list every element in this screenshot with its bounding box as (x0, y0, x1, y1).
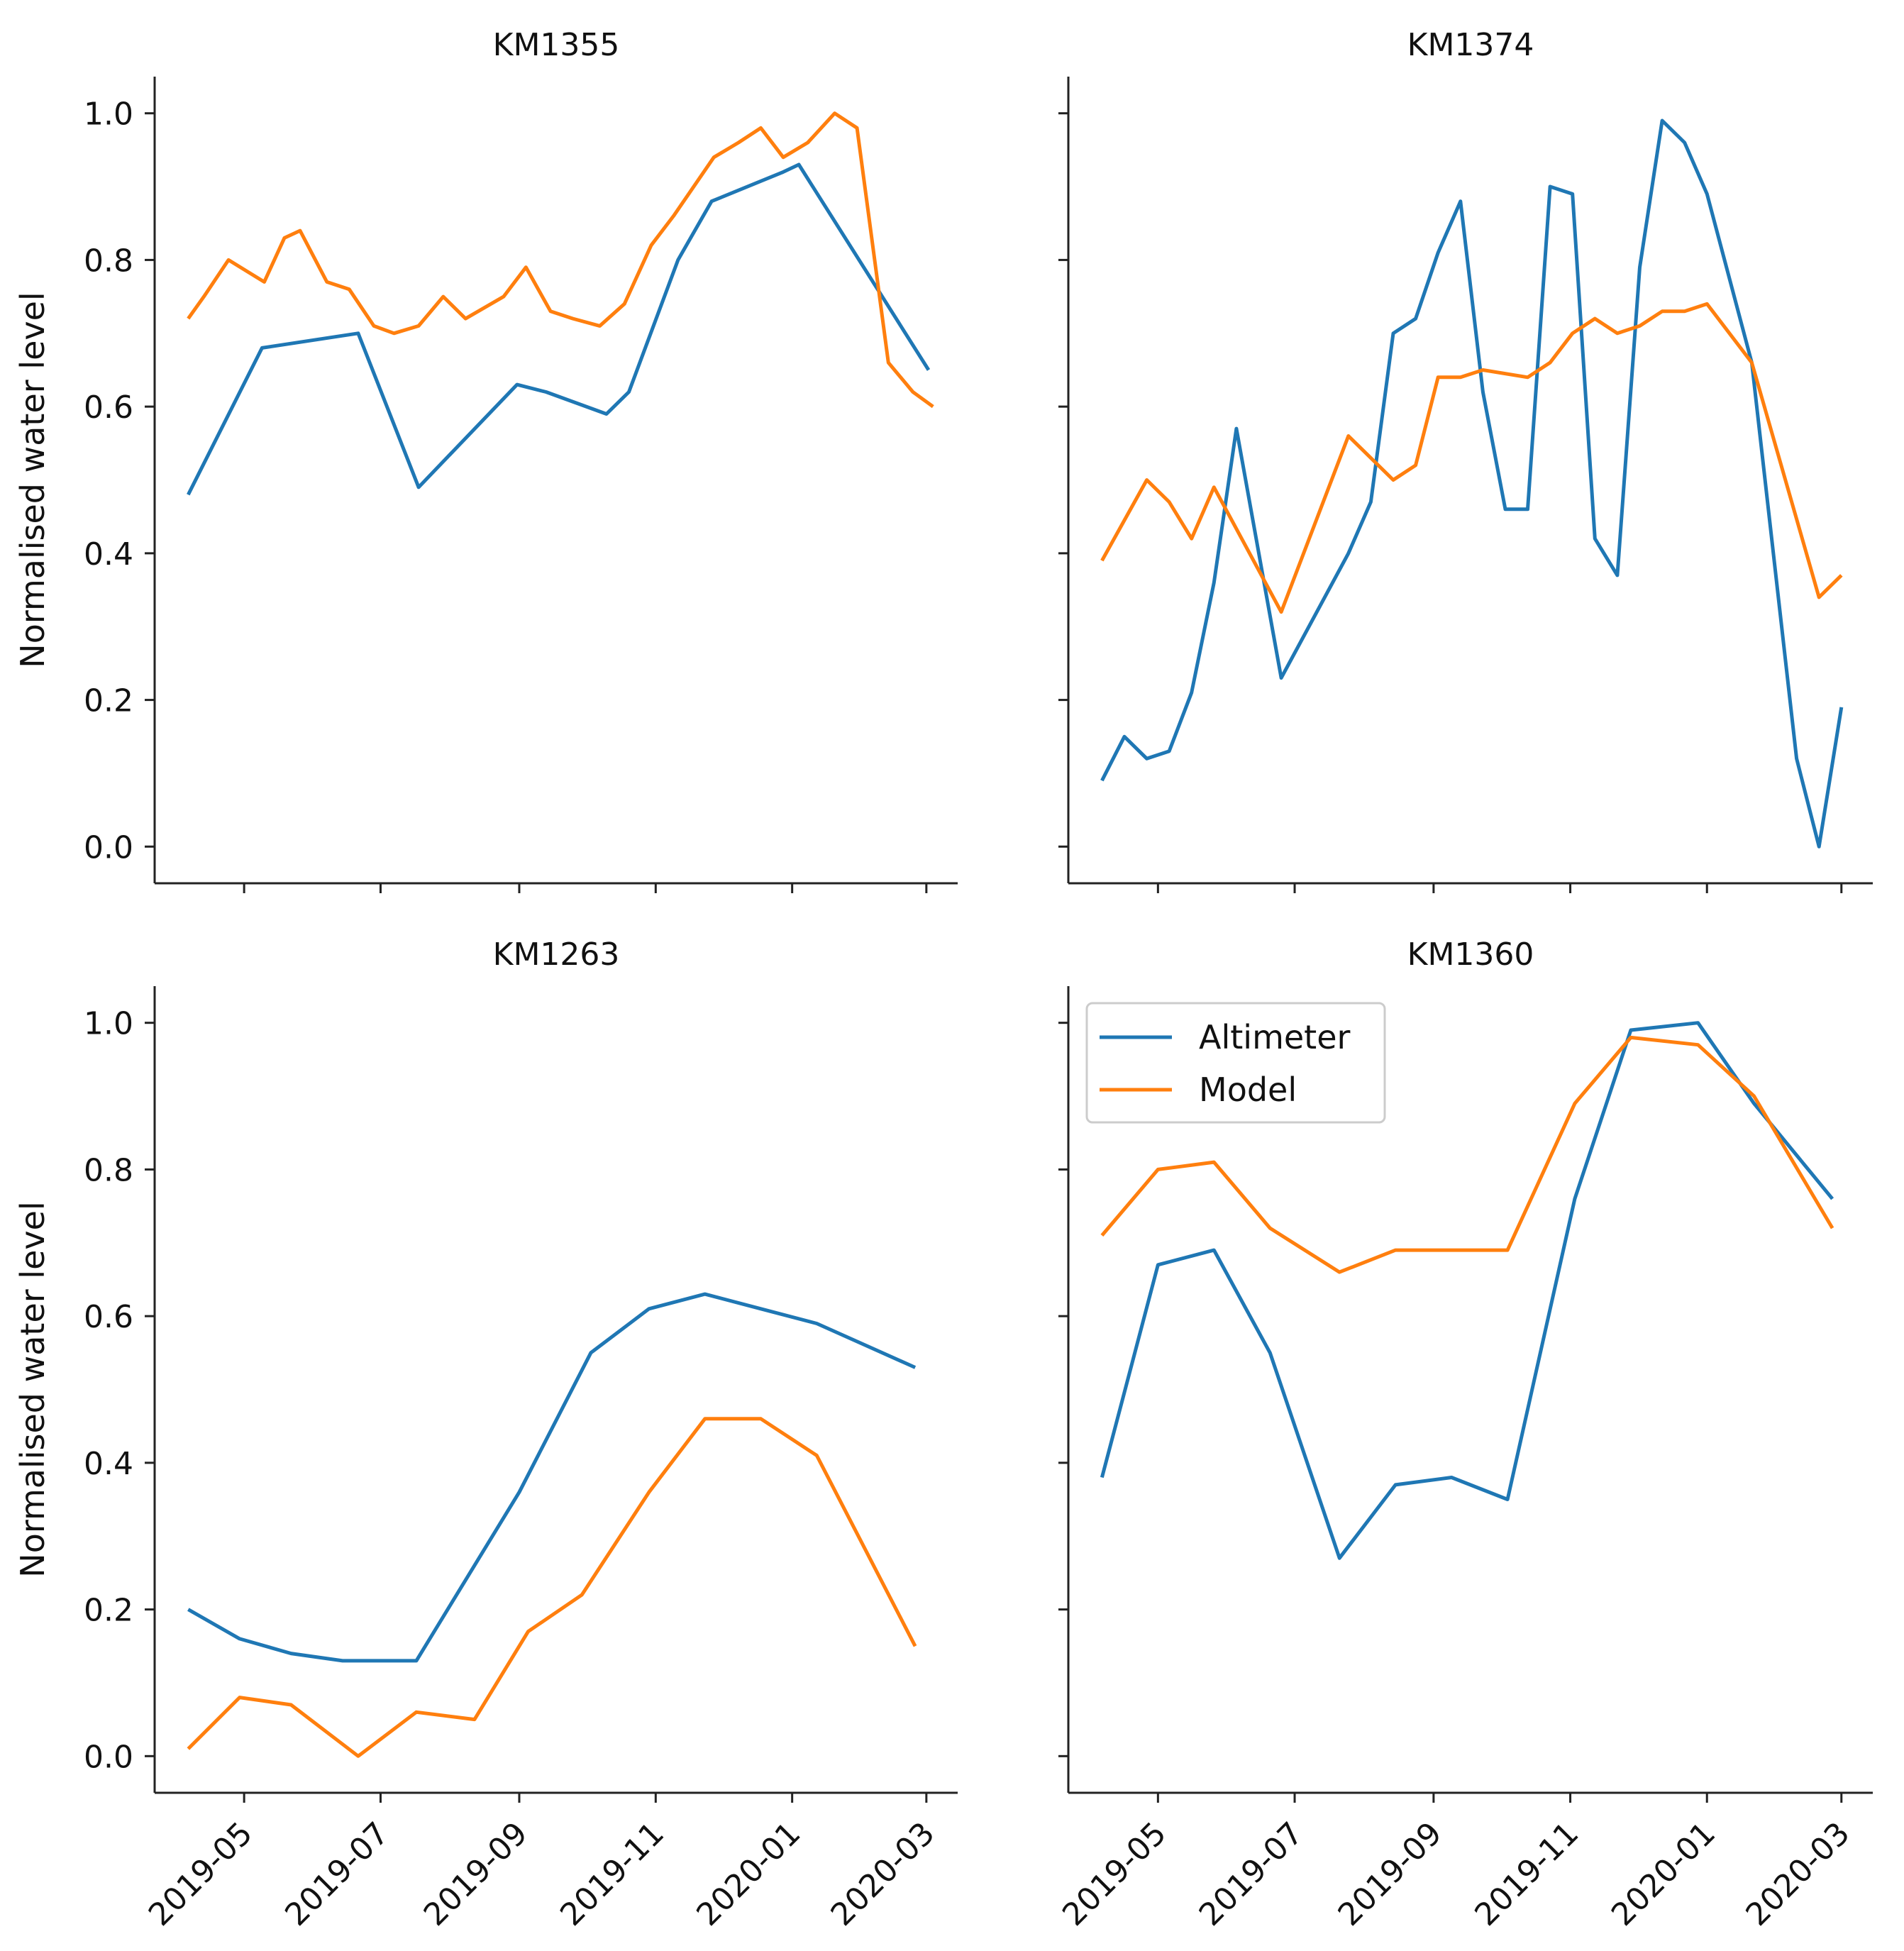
x-tick-label: 2019-09 (1332, 1815, 1449, 1933)
chart-title: KM1263 (493, 936, 620, 973)
series-line-altimeter (187, 162, 931, 496)
x-tick-label: 2019-11 (553, 1815, 671, 1933)
y-tick-label: 1.0 (84, 1006, 133, 1042)
legend-label-model: Model (1199, 1071, 1297, 1109)
chart-title: KM1360 (1407, 936, 1534, 973)
series-line-altimeter (1100, 1021, 1834, 1560)
y-tick-label: 0.4 (84, 536, 133, 573)
chart-panel-3: KM1263 Normalised water level 0.0 0.2 0.4 0.6… (13, 936, 958, 1933)
y-tick-label: 0.8 (84, 243, 133, 279)
x-tick-label: 2020-03 (1739, 1815, 1856, 1933)
x-tick-label: 2019-07 (278, 1815, 396, 1933)
legend-box (1085, 1002, 1386, 1124)
x-tick-label: 2019-07 (1192, 1815, 1310, 1933)
x-tick-label: 2019-05 (1056, 1815, 1173, 1933)
x-tick-label: 2020-01 (690, 1815, 807, 1933)
legend-label-altimeter: Altimeter (1199, 1018, 1351, 1056)
y-tick-label: 0.2 (84, 1593, 133, 1629)
y-tick-label: 0.0 (84, 1739, 133, 1775)
y-tick-label: 0.6 (84, 389, 133, 426)
series-line-model (187, 111, 934, 409)
x-tick-label: 2019-09 (417, 1815, 535, 1933)
chart-panel-2: KM1374 (1058, 27, 1873, 893)
y-tick-label: 1.0 (84, 96, 133, 133)
chart-panel-1: KM1355 Normalised water level 0.0 0.2 0.4 0.6… (13, 27, 958, 893)
legend: Altimeter Model (1085, 1002, 1386, 1124)
series-line-model (187, 1417, 917, 1758)
series-line-model (1100, 1035, 1834, 1274)
series-line-model (1100, 302, 1843, 614)
x-tick-label: 2019-05 (142, 1815, 260, 1933)
y-tick-label: 0.0 (84, 829, 133, 866)
chart-title: KM1355 (493, 27, 620, 63)
y-axis-label: Normalised water level (13, 292, 52, 668)
chart-title: KM1374 (1407, 27, 1534, 63)
series-line-altimeter (187, 1292, 917, 1663)
x-tick-label: 2019-11 (1468, 1815, 1585, 1933)
y-tick-label: 0.4 (84, 1446, 133, 1482)
x-tick-label: 2020-01 (1605, 1815, 1722, 1933)
y-axis-label: Normalised water level (13, 1201, 52, 1577)
y-tick-label: 0.2 (84, 683, 133, 719)
series-line-altimeter (1100, 118, 1844, 849)
y-tick-label: 0.6 (84, 1299, 133, 1335)
y-tick-label: 0.8 (84, 1152, 133, 1188)
x-tick-label: 2020-03 (824, 1815, 942, 1933)
